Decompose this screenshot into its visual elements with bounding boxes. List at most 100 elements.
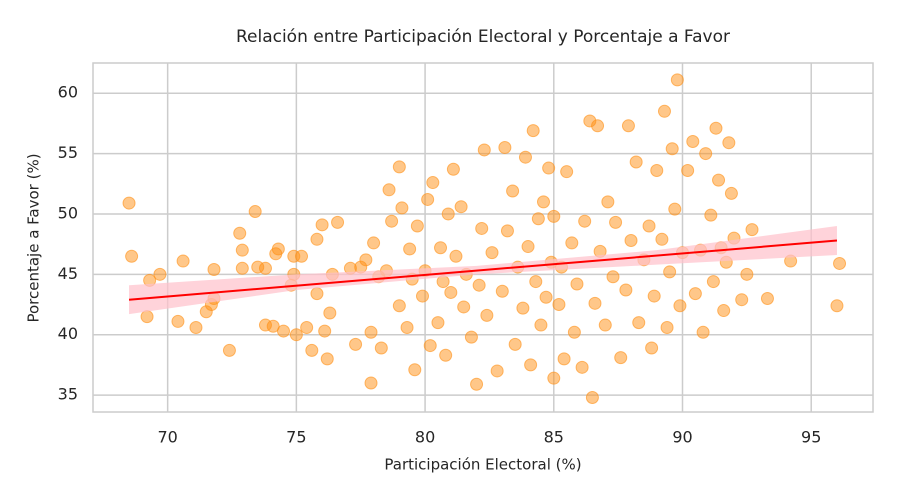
point: [668, 202, 682, 216]
point: [470, 377, 484, 391]
point: [601, 195, 615, 209]
point: [323, 306, 337, 320]
point: [717, 304, 731, 318]
point: [536, 195, 550, 209]
point: [320, 352, 334, 366]
point: [557, 352, 571, 366]
y-tick-label: 35: [58, 385, 78, 404]
point: [222, 343, 236, 357]
point: [521, 240, 535, 254]
point: [830, 299, 844, 313]
point: [650, 163, 664, 177]
point: [724, 186, 738, 200]
point: [457, 300, 471, 314]
point: [235, 261, 249, 275]
point: [506, 184, 520, 198]
point: [480, 308, 494, 322]
point: [529, 275, 543, 289]
point: [686, 134, 700, 148]
point: [591, 119, 605, 133]
point: [439, 348, 453, 362]
point: [565, 236, 579, 250]
point: [665, 142, 679, 156]
frame: [92, 62, 874, 413]
point: [349, 337, 363, 351]
point: [539, 290, 553, 304]
point: [560, 165, 574, 179]
point: [655, 232, 669, 246]
point: [364, 376, 378, 390]
point: [570, 277, 584, 291]
point: [498, 141, 512, 155]
point: [575, 360, 589, 374]
point: [647, 289, 661, 303]
point: [310, 287, 324, 301]
point: [464, 330, 478, 344]
point: [645, 341, 659, 355]
point: [472, 278, 486, 292]
point: [712, 173, 726, 187]
point: [446, 162, 460, 176]
point: [153, 267, 167, 281]
point: [585, 391, 599, 405]
point: [699, 147, 713, 161]
point: [542, 161, 556, 175]
point: [235, 243, 249, 257]
point: [657, 104, 671, 118]
point: [444, 285, 458, 299]
point: [331, 215, 345, 229]
point: [534, 318, 548, 332]
point: [382, 183, 396, 197]
point: [722, 136, 736, 150]
point: [552, 298, 566, 312]
point: [454, 200, 468, 214]
point: [305, 343, 319, 357]
point: [122, 196, 136, 210]
x-tick-label: 95: [801, 428, 821, 447]
point: [364, 325, 378, 339]
x-tick-label: 70: [157, 428, 177, 447]
point: [588, 296, 602, 310]
point: [632, 316, 646, 330]
point: [395, 201, 409, 215]
point: [696, 325, 710, 339]
point: [688, 287, 702, 301]
plot-area: [122, 73, 847, 405]
point: [449, 249, 463, 263]
point: [295, 249, 309, 263]
point: [315, 218, 329, 232]
point: [318, 324, 332, 338]
point: [207, 263, 221, 277]
y-tick-label: 45: [58, 264, 78, 283]
point: [706, 275, 720, 289]
y-tick-label: 60: [58, 83, 78, 102]
point: [410, 219, 424, 233]
y-tick-label: 55: [58, 143, 78, 162]
point: [176, 254, 190, 268]
point: [598, 318, 612, 332]
point: [833, 256, 847, 270]
point: [547, 209, 561, 223]
point: [531, 212, 545, 226]
point: [248, 205, 262, 219]
point: [392, 160, 406, 174]
y-tick-label: 50: [58, 203, 78, 222]
point: [673, 299, 687, 313]
point: [516, 301, 530, 315]
point: [567, 325, 581, 339]
point: [416, 289, 430, 303]
point: [423, 339, 437, 353]
point: [681, 163, 695, 177]
point: [477, 143, 491, 157]
point: [359, 253, 373, 267]
point: [524, 358, 538, 372]
point: [140, 310, 154, 324]
point: [271, 242, 285, 256]
point: [606, 270, 620, 284]
point: [624, 234, 638, 248]
chart-title: Relación entre Participación Electoral y…: [236, 27, 730, 47]
point: [518, 150, 532, 164]
point: [310, 232, 324, 246]
point: [495, 284, 509, 298]
